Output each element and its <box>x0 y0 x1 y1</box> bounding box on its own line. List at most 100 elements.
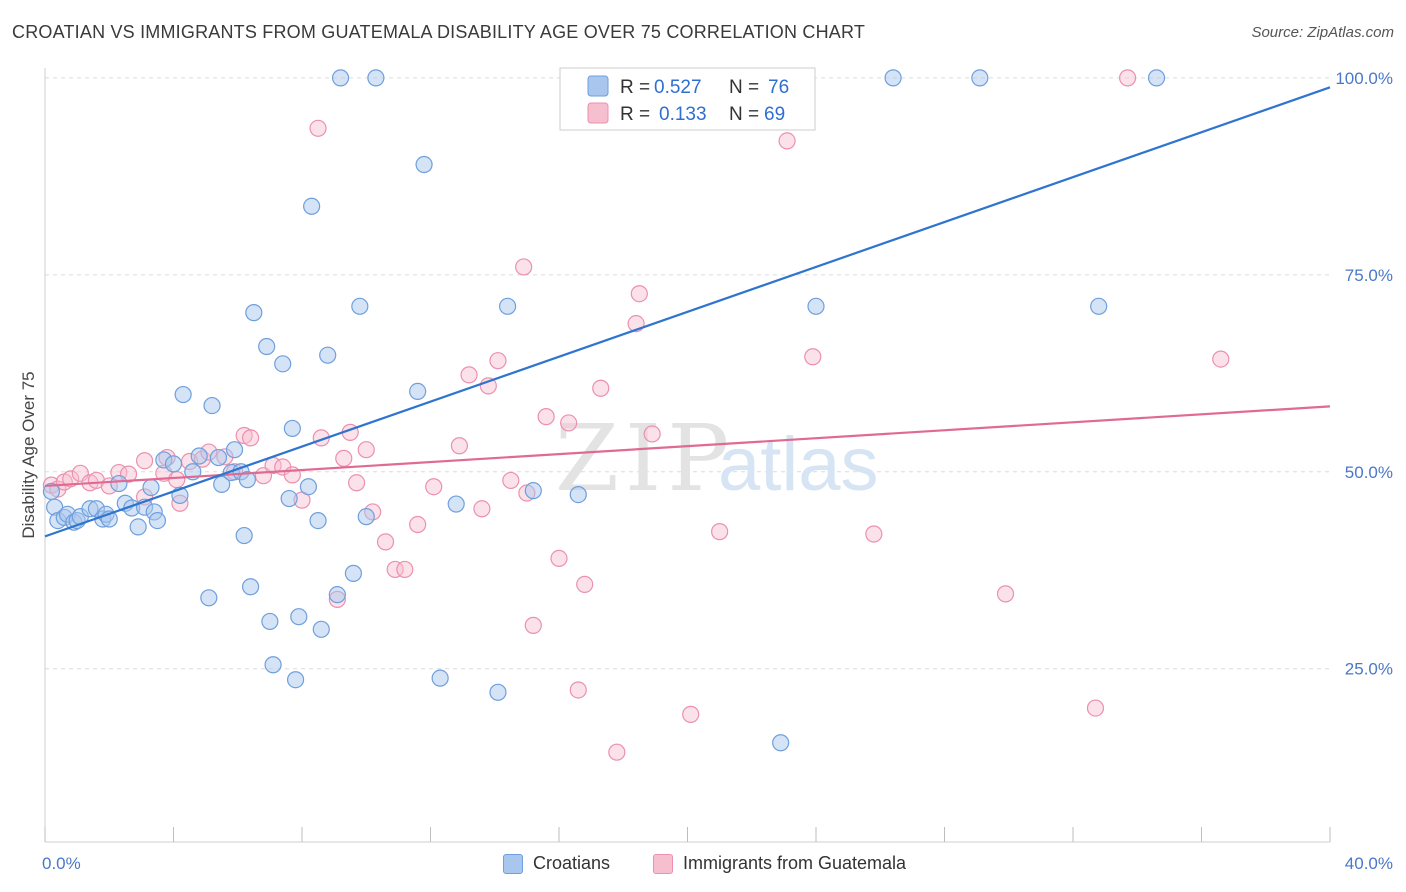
legend-r-label-1: R = <box>620 77 650 98</box>
point-croatians <box>235 526 253 545</box>
source-label: Source: ZipAtlas.com <box>1251 24 1394 41</box>
point-croatians <box>312 620 330 638</box>
y-tick-label: 25.0% <box>1345 660 1393 679</box>
point-guatemala <box>560 414 578 432</box>
series-croatians-points <box>42 69 1166 752</box>
point-guatemala <box>450 437 469 455</box>
legend-r-label-2: R = <box>620 104 650 125</box>
point-croatians <box>499 297 517 315</box>
point-guatemala <box>550 549 568 568</box>
point-guatemala <box>592 379 610 397</box>
point-croatians <box>238 471 256 489</box>
point-croatians <box>1090 297 1108 315</box>
legend-label-croatians: Croatians <box>533 853 611 873</box>
point-guatemala <box>804 348 822 366</box>
y-axis-label: Disability Age Over 75 <box>19 371 38 538</box>
point-guatemala <box>460 366 478 384</box>
point-guatemala <box>335 449 353 467</box>
point-croatians <box>142 478 160 497</box>
y-tick-label: 100.0% <box>1335 69 1393 88</box>
trend-line-croatians <box>44 86 1331 538</box>
legend-r-value-2: 0.133 <box>659 104 707 125</box>
point-croatians <box>164 455 183 473</box>
x-tick-label: 0.0% <box>42 854 81 873</box>
point-croatians <box>242 578 260 596</box>
point-guatemala <box>386 560 404 579</box>
point-guatemala <box>515 258 533 276</box>
point-guatemala <box>502 471 520 490</box>
point-guatemala <box>569 681 587 699</box>
point-croatians <box>431 669 449 687</box>
point-guatemala <box>1212 350 1230 368</box>
point-croatians <box>286 671 305 689</box>
point-croatians <box>328 586 346 604</box>
point-croatians <box>280 489 298 508</box>
point-croatians <box>200 589 218 607</box>
legend-item-guatemala: Immigrants from Guatemala <box>653 853 906 874</box>
point-guatemala <box>357 441 375 459</box>
legend-r-value-1: 0.527 <box>654 77 702 98</box>
x-tick-label: 40.0% <box>1345 854 1393 873</box>
point-croatians <box>225 441 244 459</box>
point-croatians <box>129 518 147 536</box>
legend-label-guatemala: Immigrants from Guatemala <box>683 853 907 873</box>
point-croatians <box>409 382 427 401</box>
legend-item-croatians: Croatians <box>503 853 610 874</box>
point-croatians <box>884 69 902 87</box>
point-guatemala <box>135 452 154 470</box>
point-croatians <box>261 612 279 631</box>
point-croatians <box>258 337 276 356</box>
point-croatians <box>209 448 228 467</box>
point-croatians <box>971 69 989 87</box>
point-croatians <box>274 355 292 373</box>
point-croatians <box>174 385 192 404</box>
point-guatemala <box>643 425 661 443</box>
point-croatians <box>299 478 318 496</box>
point-croatians <box>1147 69 1166 87</box>
legend-swatch-guatemala <box>587 102 609 124</box>
point-croatians <box>309 511 327 530</box>
point-guatemala <box>62 470 80 488</box>
point-guatemala <box>608 743 626 761</box>
series-legend: Croatians Immigrants from Guatemala <box>0 853 1406 877</box>
point-guatemala <box>87 471 106 490</box>
point-guatemala <box>865 525 883 543</box>
legend-swatch-croatians <box>587 75 609 97</box>
legend-n-label-1: N = <box>729 77 759 98</box>
point-guatemala <box>309 119 327 137</box>
point-guatemala <box>376 533 395 551</box>
chart-title: CROATIAN VS IMMIGRANTS FROM GUATEMALA DI… <box>12 22 866 42</box>
point-croatians <box>331 69 350 87</box>
point-croatians <box>344 564 362 582</box>
point-guatemala <box>1119 69 1137 87</box>
point-croatians <box>447 495 465 513</box>
point-croatians <box>489 683 507 701</box>
point-guatemala <box>168 471 186 489</box>
legend-swatch-croatians-bottom <box>503 853 523 874</box>
point-croatians <box>569 486 587 504</box>
watermark: ZIP atlas <box>555 405 879 512</box>
y-tick-label: 75.0% <box>1345 266 1393 285</box>
legend-n-value-2: 69 <box>764 104 785 125</box>
point-croatians <box>245 304 263 322</box>
point-croatians <box>772 734 790 752</box>
grid-lines <box>45 77 1330 670</box>
point-croatians <box>351 297 369 315</box>
trend-lines <box>44 86 1331 538</box>
point-guatemala <box>630 285 648 303</box>
point-croatians <box>524 482 542 500</box>
point-croatians <box>319 346 337 364</box>
point-croatians <box>148 511 167 530</box>
axes <box>44 68 1331 843</box>
point-croatians <box>415 155 433 174</box>
point-guatemala <box>473 500 491 518</box>
legend-n-label-2: N = <box>729 104 759 125</box>
y-tick-label: 50.0% <box>1345 463 1393 482</box>
point-guatemala <box>711 523 729 541</box>
point-croatians <box>203 396 221 415</box>
point-guatemala <box>524 616 542 634</box>
tick-labels: 25.0% 50.0% 75.0% 100.0% 0.0% 40.0% <box>42 69 1393 873</box>
point-croatians <box>264 656 282 674</box>
point-guatemala <box>1086 699 1105 717</box>
